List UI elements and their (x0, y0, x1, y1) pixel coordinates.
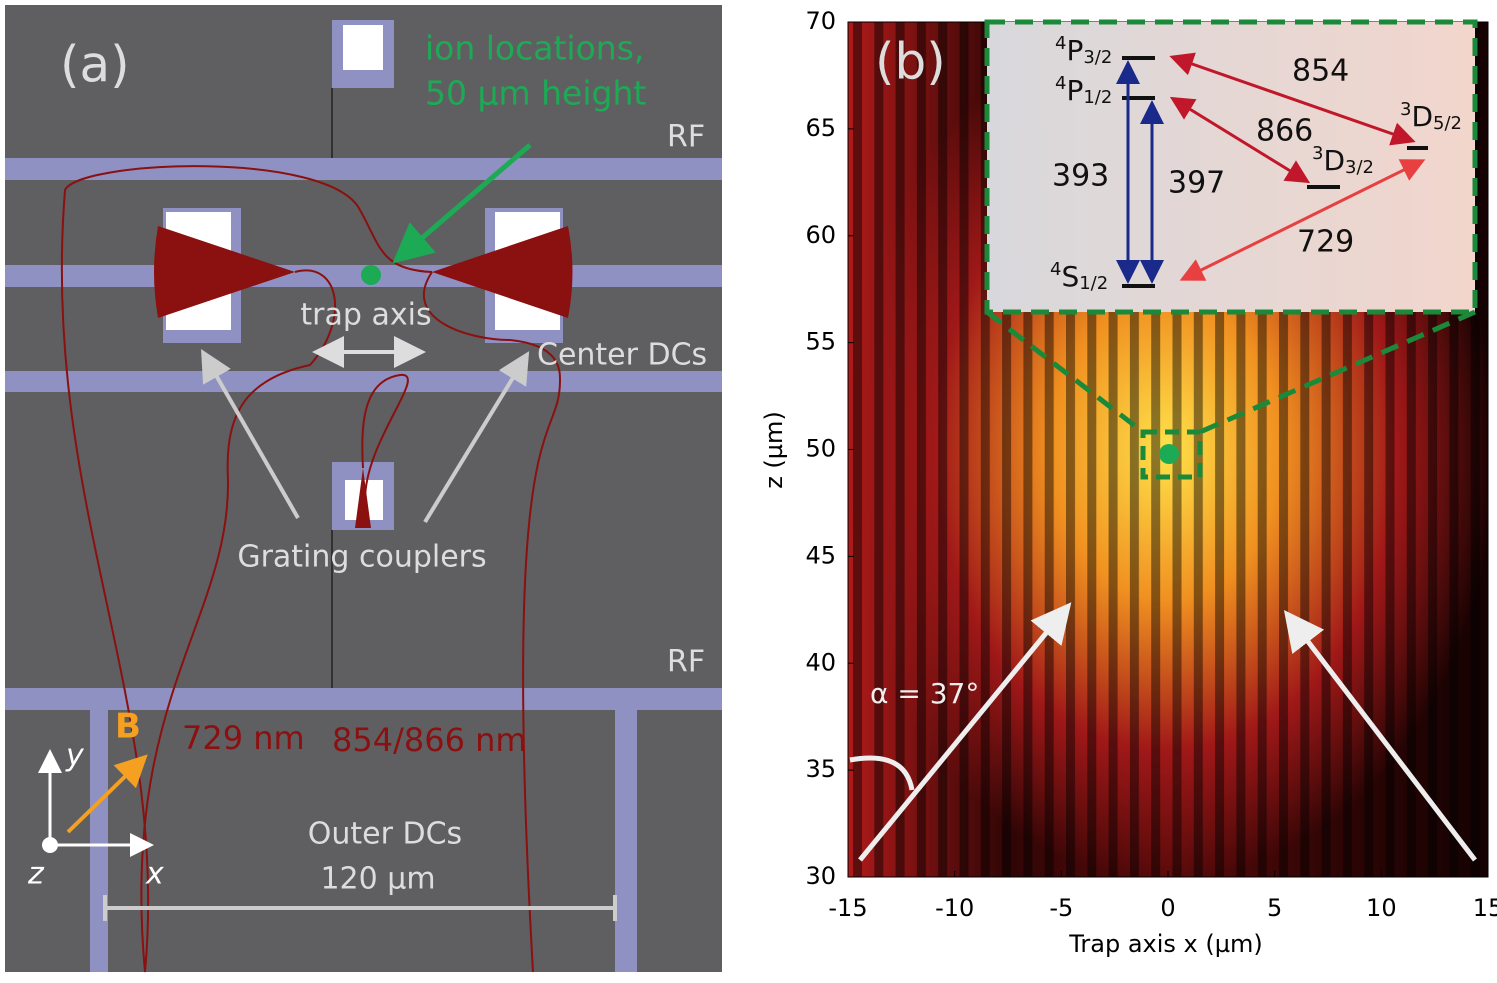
x-tick-label: 5 (1267, 894, 1282, 922)
x-tick-label: 0 (1160, 894, 1175, 922)
panel-label: (b) (875, 33, 946, 91)
center-dcs-label: Center DCs (537, 338, 707, 373)
y-tick-label: 35 (805, 755, 836, 783)
ion-label: ion locations, (425, 29, 644, 68)
y-axis-label: z (µm) (760, 411, 788, 489)
y-tick-label: 40 (805, 648, 836, 676)
level-main: S (1061, 260, 1079, 293)
level-label: 4S1/2 (1050, 259, 1108, 294)
y-tick-label: 45 (805, 541, 836, 569)
transition-label: 393 (1052, 159, 1109, 194)
y-tick-label: 30 (805, 862, 836, 890)
level-main: D (1411, 100, 1433, 133)
level-sup: 4 (1055, 73, 1066, 94)
x-tick-label: -5 (1049, 894, 1073, 922)
transition-label: 397 (1168, 166, 1225, 201)
y-tick-label: 70 (805, 7, 836, 35)
axis-label: y (65, 739, 85, 774)
level-label: 4P1/2 (1055, 73, 1112, 108)
y-tick-label: 65 (805, 114, 836, 142)
level-sup: 3 (1400, 99, 1411, 120)
level-main: D (1323, 144, 1345, 177)
level-sub: 1/2 (1083, 87, 1112, 108)
rf-label: RF (667, 120, 705, 155)
level-main: P (1066, 34, 1083, 67)
level-sup: 4 (1050, 259, 1061, 280)
wavelength-label: 729 nm (182, 719, 305, 757)
y-tick-label: 55 (805, 328, 836, 356)
outer-dcs-width: 120 µm (320, 862, 435, 897)
trap-axis-label: trap axis (300, 298, 431, 333)
level-label: 3D3/2 (1312, 143, 1374, 178)
y-tick-label: 60 (805, 221, 836, 249)
level-sub: 3/2 (1345, 157, 1374, 178)
level-label: 4P3/2 (1055, 33, 1112, 68)
x-tick-label: 15 (1473, 894, 1497, 922)
x-tick-label: -15 (828, 894, 867, 922)
x-tick-label: 10 (1366, 894, 1397, 922)
grating-couplers-label: Grating couplers (237, 540, 486, 575)
ion-label: 50 µm height (425, 74, 646, 113)
level-sub: 3/2 (1083, 47, 1112, 68)
panel-a: (a) ion locations, 50 µm height RF RF tr… (5, 5, 722, 973)
level-main: P (1066, 74, 1083, 107)
panel-label: (a) (60, 36, 130, 94)
outer-dcs-label: Outer DCs (308, 817, 462, 852)
x-tick-label: -10 (935, 894, 974, 922)
y-tick-label: 50 (805, 435, 836, 463)
x-axis-label: Trap axis x (µm) (1068, 930, 1263, 958)
level-sup: 4 (1055, 33, 1066, 54)
transition-label: 854 (1292, 54, 1349, 89)
wavelength-label: 854/866 nm (332, 721, 527, 759)
transition-label: 866 (1256, 114, 1313, 149)
level-sup: 3 (1312, 143, 1323, 164)
level-label: 3D5/2 (1400, 99, 1462, 134)
transition-label: 729 (1297, 225, 1354, 260)
axis-label: z (27, 857, 45, 892)
angle-label: α = 37° (870, 677, 979, 710)
b-field-label: B (115, 707, 141, 747)
rf-label: RF (667, 645, 705, 680)
level-sub: 5/2 (1433, 113, 1462, 134)
axis-label: x (145, 857, 164, 892)
level-sub: 1/2 (1079, 273, 1108, 294)
